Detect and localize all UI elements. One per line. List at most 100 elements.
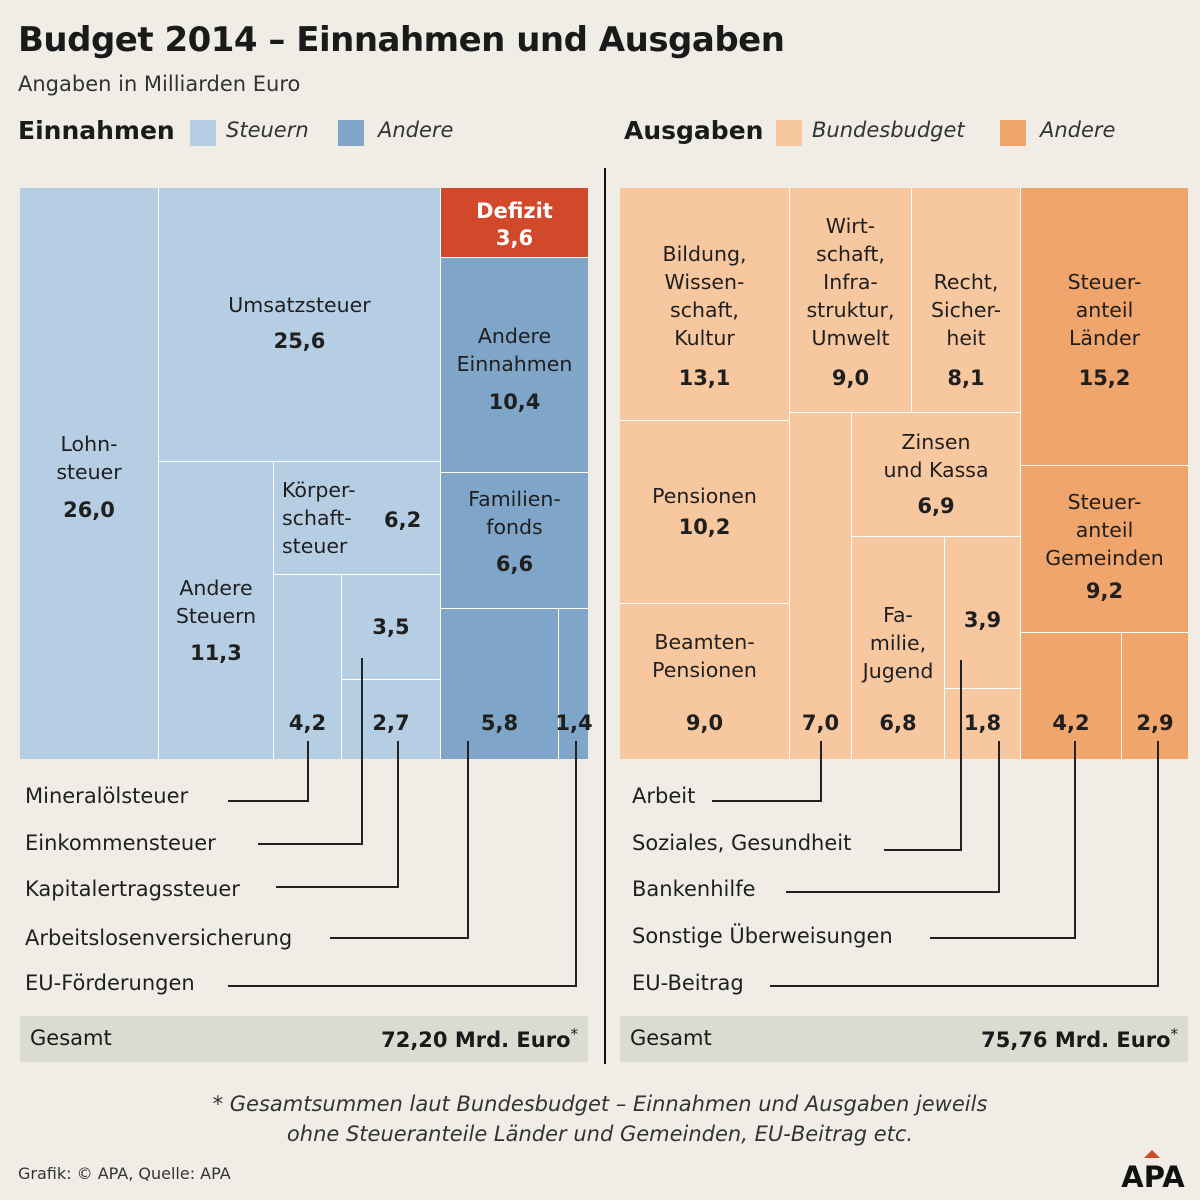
tile-value: 6,6 (495, 552, 534, 576)
callout-bankenhilfe: Bankenhilfe (632, 877, 756, 901)
tile-eu-foerderungen: 1,4 (555, 609, 593, 759)
tile-value: 6,8 (879, 711, 917, 735)
legend-swatch-andere-einnahmen (338, 120, 364, 146)
leader-line (1157, 741, 1159, 987)
callout-soziales: Soziales, Gesundheit (632, 831, 852, 855)
tile-label-line: schaft, (816, 242, 885, 266)
tile-label-line: Lohn- (60, 432, 118, 456)
callout-einkommensteuer: Einkommensteuer (25, 831, 216, 855)
tile-familie: Fa- milie, Jugend 6,8 (852, 537, 945, 759)
tile-eu-beitrag: 2,9 (1122, 633, 1188, 759)
tile-label-line: schaft, (670, 298, 739, 322)
tile-label-line: Steuer- (1067, 490, 1142, 514)
tile-value: 2,7 (372, 711, 410, 735)
tile-label-line: fonds (486, 515, 543, 539)
tile-label-line: Körper- (282, 478, 356, 502)
legend-swatch-steuern (190, 120, 216, 146)
tile-arbeit: 7,0 (790, 413, 852, 759)
page-subtitle: Angaben in Milliarden Euro (18, 72, 301, 96)
tile-umsatzsteuer: Umsatzsteuer 25,6 (159, 188, 441, 462)
tile-einkommensteuer: 3,5 (342, 575, 441, 680)
legend-swatch-andere-ausgaben (1000, 120, 1026, 146)
tile-label-line: Defizit (476, 199, 553, 223)
leader-line (228, 800, 309, 802)
income-total: Gesamt 72,20 Mrd. Euro* (20, 1016, 588, 1062)
tile-recht: Recht, Sicher- heit 8,1 (912, 188, 1021, 413)
leader-line (228, 985, 577, 987)
callout-eu-beitrag: EU-Beitrag (632, 971, 744, 995)
tile-label-line: Andere (179, 576, 253, 600)
expenses-total-label: Gesamt (630, 1026, 712, 1050)
tile-label-line: Fa- (883, 603, 913, 627)
tile-bankenhilfe: 1,8 (945, 689, 1021, 759)
tile-andere-steuern: Andere Steuern 11,3 (159, 462, 274, 759)
tile-steueranteil-gemeinden: Steuer- anteil Gemeinden 9,2 (1021, 466, 1188, 633)
tile-label-line: Pensionen (652, 658, 757, 682)
tile-label-line: Steuern (175, 604, 257, 628)
tile-beamten-pensionen: Beamten- Pensionen 9,0 (620, 604, 790, 759)
tile-label-line: anteil (1075, 298, 1134, 322)
tile-steueranteil-laender: Steuer- anteil Länder 15,2 (1021, 188, 1188, 466)
callout-sonstige-ueberweisungen: Sonstige Überweisungen (632, 924, 893, 948)
footnote-line-2: ohne Steueranteile Länder und Gemeinden,… (286, 1122, 914, 1146)
leader-line (575, 741, 577, 987)
tile-koerperschaftsteuer: Körper- schaft- steuer 6,2 (274, 462, 441, 575)
leader-line (930, 937, 1076, 939)
tile-value: 7,0 (801, 711, 840, 735)
tile-label-line: steuer (282, 534, 348, 558)
tile-value: 1,8 (963, 711, 1002, 735)
tile-value: 11,3 (190, 641, 242, 665)
tile-label-line: Infra- (823, 270, 878, 294)
tile-value: 26,0 (63, 498, 115, 522)
tile-value: 6,2 (384, 508, 422, 532)
tile-value: 10,4 (488, 390, 541, 414)
tile-label-line: und Kassa (883, 458, 989, 482)
tile-value: 13,1 (678, 366, 731, 390)
income-heading: Einnahmen (18, 116, 175, 145)
tile-value: 1,4 (555, 711, 593, 735)
tile-value: 5,8 (480, 711, 519, 735)
callout-kapitalertragssteuer: Kapitalertragssteuer (25, 877, 240, 901)
leader-line (820, 741, 822, 802)
tile-bildung: Bildung, Wissen- schaft, Kultur 13,1 (620, 188, 790, 421)
tile-andere-einnahmen: Andere Einnahmen 10,4 (441, 258, 588, 473)
leader-line (960, 660, 962, 851)
callout-mineraloelsteuer: Mineralölsteuer (25, 784, 189, 808)
callout-arbeit: Arbeit (632, 784, 696, 808)
tile-label-line: milie, (869, 631, 927, 655)
leader-line (712, 800, 822, 802)
tile-label-line: Jugend (862, 659, 934, 683)
tile-value: 3,9 (963, 608, 1002, 632)
leader-line (397, 741, 399, 888)
tile-label-line: Bildung, (662, 242, 747, 266)
tile-label-line: heit (946, 326, 986, 350)
leader-line (330, 937, 469, 939)
tile-value: 15,2 (1078, 366, 1131, 390)
source-credit: Grafik: © APA, Quelle: APA (18, 1164, 231, 1183)
apa-logo-mark (1144, 1150, 1160, 1158)
tile-label-line: Länder (1068, 326, 1141, 350)
leader-line (786, 891, 1000, 893)
tile-label-line: Zinsen (901, 430, 971, 454)
tile-label-line: Gemeinden (1045, 546, 1164, 570)
tile-value: 9,2 (1085, 579, 1124, 603)
leader-line (276, 886, 399, 888)
tile-wirtschaft: Wirt- schaft, Infra- struktur, Umwelt 9,… (790, 188, 912, 413)
tile-label-line: struktur, (806, 298, 895, 322)
tile-value: 25,6 (273, 329, 326, 353)
tile-value: 3,5 (372, 615, 410, 639)
tile-value: 9,0 (685, 711, 724, 735)
tile-sonstige-ueberweisungen: 4,2 (1021, 633, 1122, 759)
tile-value: 2,9 (1136, 711, 1174, 735)
tile-label-line: Einnahmen (456, 352, 573, 376)
tile-label-line: Wirt- (825, 214, 876, 238)
tile-mineraloelsteuer: 4,2 (274, 575, 342, 759)
expenses-total-value: 75,76 Mrd. Euro* (981, 1025, 1178, 1052)
apa-logo: APA (1121, 1150, 1185, 1190)
apa-logo-text: APA (1121, 1160, 1185, 1190)
income-total-value: 72,20 Mrd. Euro* (381, 1025, 578, 1052)
tile-label-line: Beamten- (654, 630, 755, 654)
tile-value: 3,6 (495, 226, 534, 250)
leader-line (1074, 741, 1076, 939)
tile-label-line: schaft- (282, 506, 352, 530)
